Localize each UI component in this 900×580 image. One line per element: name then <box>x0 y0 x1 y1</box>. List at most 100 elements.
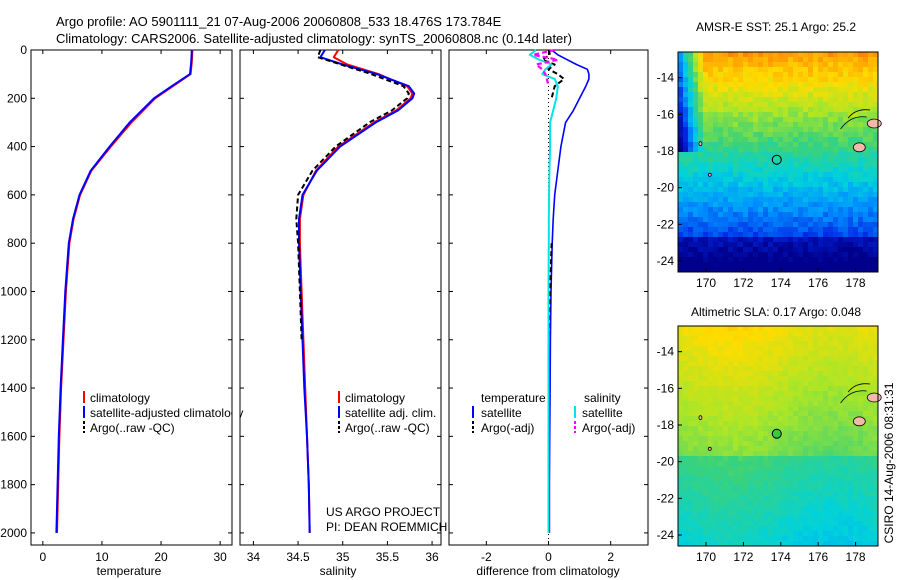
map-cell <box>713 177 719 183</box>
map-cell <box>748 526 754 532</box>
map-cell <box>708 376 714 382</box>
map-cell <box>833 97 839 103</box>
map-cell <box>748 361 754 367</box>
map-cell <box>713 391 719 397</box>
map-cell <box>678 351 684 357</box>
map-cell <box>693 351 699 357</box>
map-cell <box>768 516 774 522</box>
map-y-tick-label: -14 <box>657 345 675 359</box>
map-cell <box>823 421 829 427</box>
map-cell <box>843 247 849 253</box>
map-cell <box>758 197 764 203</box>
map-cell <box>738 466 744 472</box>
map-cell <box>823 431 829 437</box>
map-cell <box>783 356 789 362</box>
map-cell <box>823 521 829 527</box>
map-cell <box>798 117 804 123</box>
map-cell <box>803 381 809 387</box>
map-cell <box>803 57 809 63</box>
map-cell <box>863 142 869 148</box>
map-cell <box>743 536 749 542</box>
map-cell <box>773 57 779 63</box>
map-cell <box>743 406 749 412</box>
map-cell <box>693 212 699 218</box>
map-cell <box>838 381 844 387</box>
map-cell <box>788 351 794 357</box>
map-cell <box>838 376 844 382</box>
map-cell <box>758 436 764 442</box>
map-cell <box>743 426 749 432</box>
map-cell <box>753 421 759 427</box>
map-cell <box>798 506 804 512</box>
map-cell <box>733 162 739 168</box>
map-cell <box>853 247 859 253</box>
map-cell <box>753 426 759 432</box>
map-cell <box>853 92 859 98</box>
map-cell <box>818 247 824 253</box>
map-cell <box>743 62 749 68</box>
map-cell <box>753 326 759 332</box>
map-cell <box>758 361 764 367</box>
map-cell <box>803 222 809 228</box>
map-cell <box>713 192 719 198</box>
map-cell <box>843 107 849 113</box>
map-cell <box>733 361 739 367</box>
map-cell <box>683 376 689 382</box>
y-tick-label: 1800 <box>0 478 27 492</box>
map-cell <box>688 257 694 263</box>
map-cell <box>698 187 704 193</box>
map-cell <box>783 486 789 492</box>
map-cell <box>718 232 724 238</box>
map-cell <box>743 147 749 153</box>
map-cell <box>853 112 859 118</box>
map-cell <box>733 411 739 417</box>
map-cell <box>868 416 874 422</box>
map-cell <box>723 411 729 417</box>
map-cell <box>863 416 869 422</box>
map-cell <box>818 222 824 228</box>
map-cell <box>753 142 759 148</box>
map-cell <box>823 52 829 58</box>
map-cell <box>828 197 834 203</box>
map-cell <box>778 386 784 392</box>
map-cell <box>743 371 749 377</box>
map-cell <box>778 122 784 128</box>
map-cell <box>843 177 849 183</box>
map-cell <box>693 117 699 123</box>
map-cell <box>873 336 879 342</box>
map-cell <box>738 67 744 73</box>
map-cell <box>788 257 794 263</box>
map-cell <box>758 52 764 58</box>
map-cell <box>718 371 724 377</box>
map-cell <box>853 122 859 128</box>
map-cell <box>693 456 699 462</box>
map-cell <box>808 416 814 422</box>
map-cell <box>718 361 724 367</box>
map-cell <box>853 137 859 143</box>
map-cell <box>698 356 704 362</box>
map-cell <box>793 147 799 153</box>
map-cell <box>763 516 769 522</box>
map-cell <box>858 222 864 228</box>
map-cell <box>698 536 704 542</box>
map-cell <box>678 207 684 213</box>
map-cell <box>688 97 694 103</box>
map-cell <box>803 396 809 402</box>
map-cell <box>683 137 689 143</box>
map-cell <box>713 182 719 188</box>
map-cell <box>783 187 789 193</box>
map-cell <box>678 331 684 337</box>
map-cell <box>708 531 714 537</box>
map-cell <box>748 232 754 238</box>
map-cell <box>693 127 699 133</box>
map-cell <box>773 52 779 58</box>
map-cell <box>748 351 754 357</box>
map-cell <box>693 267 699 273</box>
map-cell <box>848 421 854 427</box>
map-cell <box>718 511 724 517</box>
map-cell <box>808 391 814 397</box>
map-cell <box>698 162 704 168</box>
map-cell <box>758 396 764 402</box>
map-cell <box>773 187 779 193</box>
map-cell <box>843 381 849 387</box>
